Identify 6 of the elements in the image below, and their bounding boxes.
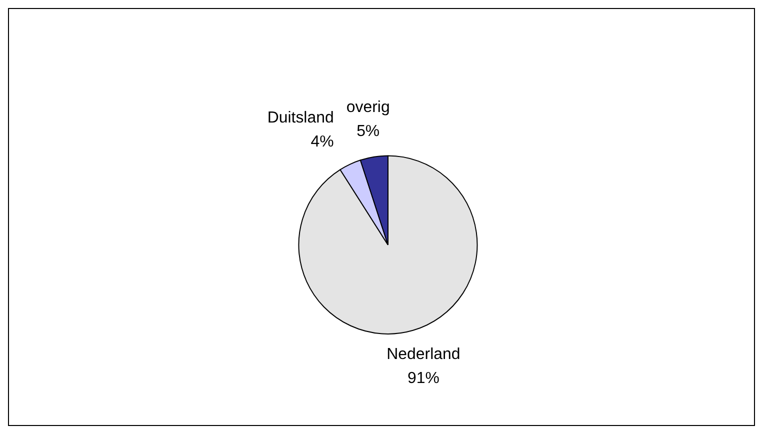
- data-label: 4%: [310, 133, 334, 150]
- slice-label: overig: [346, 98, 390, 116]
- slice-label: Duitsland: [267, 110, 334, 126]
- slice-label: Nederland: [386, 346, 460, 364]
- data-label: 91%: [407, 370, 440, 388]
- data-label: 5%: [356, 122, 380, 140]
